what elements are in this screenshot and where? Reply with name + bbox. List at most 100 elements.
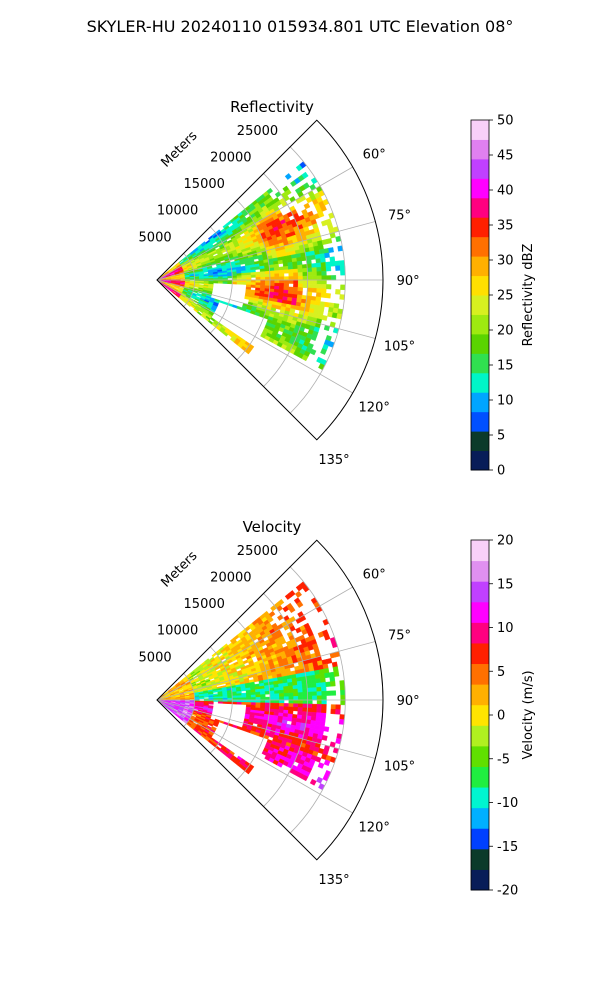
data-cell <box>316 288 322 294</box>
colorbar-tick-label: 10 <box>497 394 514 409</box>
data-cell <box>306 687 313 693</box>
data-cell <box>317 762 325 769</box>
data-cell <box>232 701 238 705</box>
data-cell <box>316 279 322 285</box>
colorbar-tick-label: -20 <box>497 884 518 899</box>
data-cell <box>297 688 303 693</box>
data-cell <box>326 690 332 696</box>
data-cell <box>306 287 313 293</box>
data-cell <box>250 284 256 288</box>
data-cell <box>278 269 285 274</box>
data-cell <box>321 266 327 272</box>
azimuth-tick-label: 90° <box>397 274 420 289</box>
range-tick-label: 5000 <box>139 230 172 245</box>
data-cell <box>321 690 327 696</box>
data-cell <box>339 265 346 271</box>
data-cell <box>310 177 318 185</box>
data-cell <box>297 707 303 712</box>
figure-suptitle: SKYLER-HU 20240110 015934.801 UTC Elevat… <box>87 17 514 36</box>
range-tick-label: 25000 <box>237 544 278 559</box>
data-cell <box>301 680 308 685</box>
azimuth-line <box>156 279 353 394</box>
data-cell <box>269 267 275 272</box>
colorbar-segment <box>471 353 489 374</box>
data-cell <box>180 277 186 279</box>
data-cell <box>297 272 304 277</box>
data-cell <box>315 262 322 268</box>
data-cell <box>288 696 294 701</box>
data-cell <box>292 265 299 270</box>
data-cell <box>255 282 261 286</box>
colorbar-tick-label: 15 <box>497 359 514 374</box>
colorbar-segment <box>471 411 489 432</box>
data-cell <box>227 281 233 285</box>
colorbar-tick-label: 20 <box>497 534 514 549</box>
data-cell <box>232 304 238 309</box>
colorbar-tick-label: 50 <box>497 114 514 129</box>
data-cell <box>236 275 242 279</box>
data-cell <box>301 264 308 269</box>
data-cell <box>335 265 341 271</box>
data-cell <box>255 697 261 701</box>
data-cell <box>307 691 313 697</box>
data-cell <box>339 260 345 266</box>
data-cell <box>321 686 327 692</box>
data-cell <box>255 702 261 706</box>
data-cell <box>199 697 205 700</box>
data-cell <box>315 292 322 298</box>
colorbar-segment <box>471 807 489 829</box>
data-cell <box>316 686 322 692</box>
data-cell <box>293 703 299 708</box>
data-cell <box>307 695 313 701</box>
data-cell <box>302 707 308 713</box>
data-cell <box>330 275 337 281</box>
data-cell <box>274 273 280 278</box>
data-cell <box>241 282 247 285</box>
data-cell <box>311 271 318 277</box>
data-cell <box>260 702 266 706</box>
data-cell <box>232 275 238 279</box>
data-cell <box>274 191 282 198</box>
data-cell <box>265 696 271 701</box>
azimuth-tick-label: 90° <box>397 694 420 709</box>
data-cell <box>325 266 332 272</box>
data-cell <box>319 673 326 679</box>
data-cell <box>292 706 299 712</box>
data-cell <box>307 283 313 289</box>
colorbar-tick-label: 30 <box>497 254 514 269</box>
colorbar-segment <box>471 581 489 603</box>
data-cell <box>218 300 225 304</box>
data-cell <box>284 189 292 196</box>
colorbar-segment <box>471 139 489 160</box>
data-cell <box>316 699 322 705</box>
data-cell <box>260 282 266 286</box>
data-cell <box>321 315 328 321</box>
data-cell <box>312 695 318 701</box>
data-cell <box>208 702 214 705</box>
colorbar-segment <box>471 766 489 788</box>
data-cell <box>264 270 271 275</box>
data-cell <box>325 293 331 299</box>
data-cell <box>311 687 318 693</box>
data-cell <box>317 211 325 218</box>
colorbar-segment <box>471 275 489 296</box>
colorbar-segment <box>471 333 489 354</box>
colorbar-segment <box>471 431 489 452</box>
colorbar-segment <box>471 314 489 335</box>
data-cell <box>306 683 313 689</box>
data-cell <box>297 699 304 705</box>
data-cell <box>311 267 318 273</box>
data-cell <box>293 283 299 288</box>
azimuth-tick-label: 60° <box>363 147 386 162</box>
range-tick-label: 10000 <box>157 204 198 219</box>
data-cell <box>340 269 346 276</box>
range-tick-label: 5000 <box>139 650 172 665</box>
data-cell <box>283 269 289 274</box>
data-cell <box>321 699 327 705</box>
data-cell <box>297 264 303 270</box>
data-cell <box>297 283 304 288</box>
data-cell <box>339 294 345 300</box>
data-cell <box>274 705 280 710</box>
data-cell <box>279 693 285 698</box>
